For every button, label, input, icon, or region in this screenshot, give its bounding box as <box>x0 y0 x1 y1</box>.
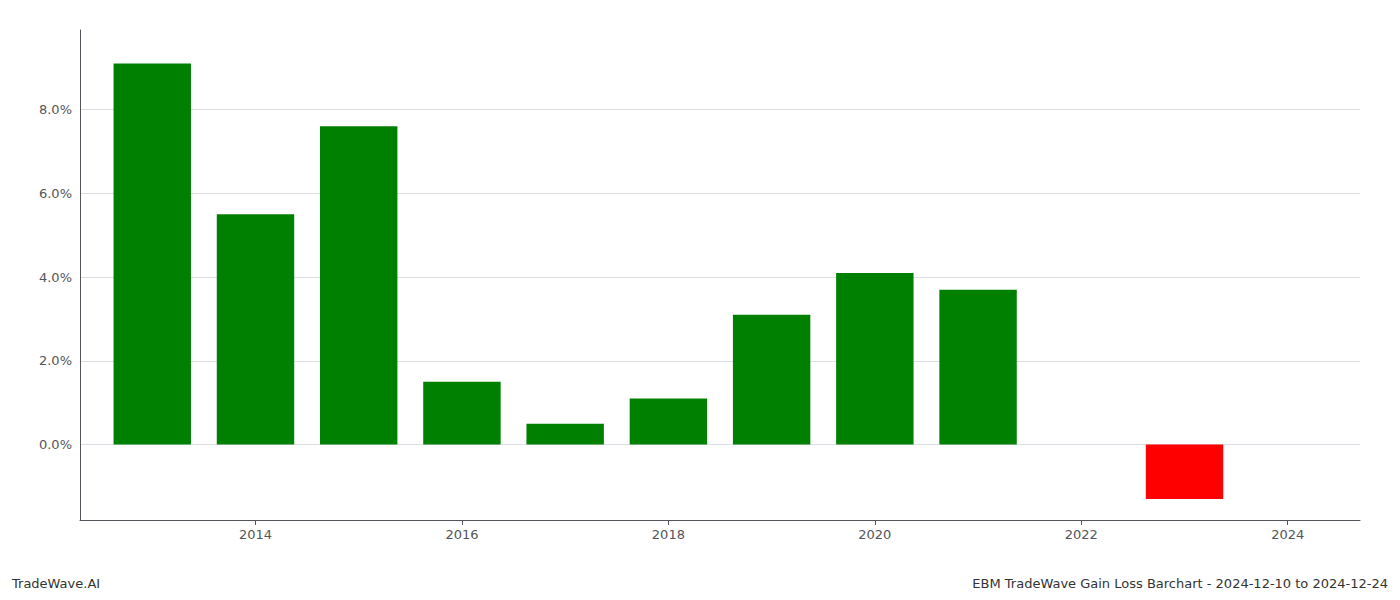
svg-text:2022: 2022 <box>1065 527 1098 542</box>
svg-text:6.0%: 6.0% <box>39 186 72 201</box>
svg-text:2018: 2018 <box>652 527 685 542</box>
svg-text:TradeWave.AI: TradeWave.AI <box>11 576 100 591</box>
svg-text:2016: 2016 <box>445 527 478 542</box>
svg-text:2020: 2020 <box>858 527 891 542</box>
svg-text:8.0%: 8.0% <box>39 102 72 117</box>
svg-text:2014: 2014 <box>239 527 272 542</box>
svg-text:EBM TradeWave Gain Loss Barcha: EBM TradeWave Gain Loss Barchart - 2024-… <box>972 576 1388 591</box>
svg-text:4.0%: 4.0% <box>39 270 72 285</box>
svg-text:2.0%: 2.0% <box>39 353 72 368</box>
svg-text:2024: 2024 <box>1271 527 1304 542</box>
svg-text:0.0%: 0.0% <box>39 437 72 452</box>
